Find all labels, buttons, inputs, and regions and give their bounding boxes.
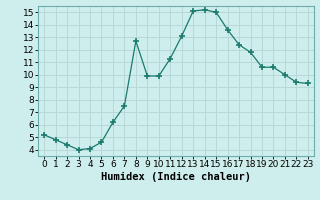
X-axis label: Humidex (Indice chaleur): Humidex (Indice chaleur) [101, 172, 251, 182]
